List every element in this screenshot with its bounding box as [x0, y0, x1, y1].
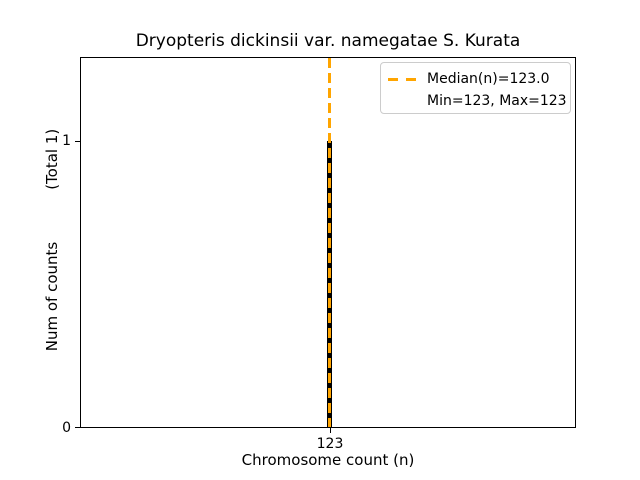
ytick-mark-0 [75, 427, 80, 428]
ytick-label-0: 0 [62, 420, 71, 436]
median-dash-icon [388, 77, 416, 81]
ytick-mark-1 [75, 141, 80, 142]
ytick-label-1: 1 [62, 133, 71, 149]
x-axis-label: Chromosome count (n) [241, 451, 415, 469]
legend-entry-minmax: Min=123, Max=123 [388, 92, 567, 110]
legend-entry-median: Median(n)=123.0 [388, 70, 565, 88]
median-line [328, 58, 331, 427]
plot-inner [81, 58, 575, 427]
y-axis-label-main: Num of counts [43, 241, 61, 352]
plot-area [80, 57, 576, 428]
y-axis-label: Num of counts (Total 1) [43, 129, 61, 352]
legend-median-label: Median(n)=123.0 [427, 71, 550, 87]
legend-minmax-label: Min=123, Max=123 [427, 93, 567, 109]
xtick-mark-123 [330, 428, 331, 433]
xtick-label-123: 123 [316, 436, 344, 452]
y-axis-label-total: (Total 1) [43, 128, 61, 190]
legend-box: Median(n)=123.0 Min=123, Max=123 [380, 62, 571, 114]
chart-title: Dryopteris dickinsii var. namegatae S. K… [135, 31, 521, 51]
